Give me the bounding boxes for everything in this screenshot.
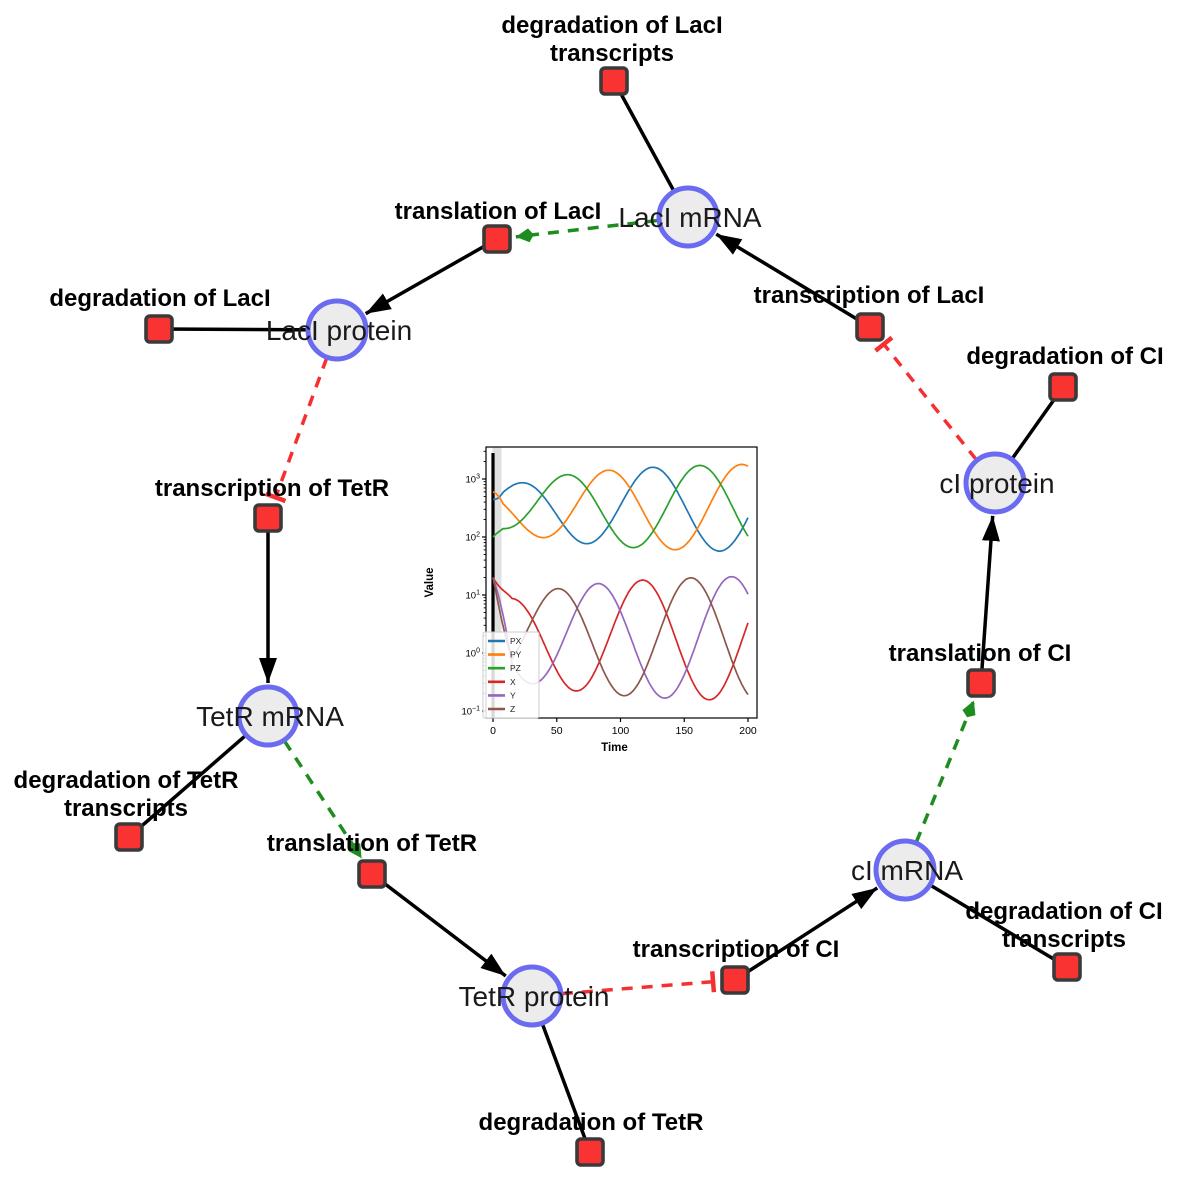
label-deg-tetr-transcripts-line1: degradation of TetR [14,767,239,794]
y-tick-label: 101 [466,590,481,602]
edge-catalysis-laci-mrna-translation-laci [515,218,659,243]
species-node-ci-mrna[interactable] [873,838,937,902]
x-tick-label: 100 [612,725,630,737]
label-laci-protein: LacI protein [266,315,412,346]
label-translation-laci: translation of LacI [395,198,602,225]
edge-production-translation-laci-laci-protein [364,244,486,316]
series-Z [492,576,749,697]
label-deg-laci-transcripts-line2: transcripts [550,40,674,67]
inset-chart: 0 50 100 150 200 103 102 101 100 10−1 Time Value PX P… [424,446,758,754]
legend-label-X: X [510,677,516,687]
edge-inhibition-laci-protein-transcription-tetr [264,357,329,504]
y-tick-label: 103 [466,474,481,486]
reaction-node-transcription-ci[interactable] [720,965,750,995]
edge-production-transcription-ci-ci-mrna [745,886,879,974]
label-deg-laci-transcripts-line1: degradation of LacI [501,12,722,39]
label-translation-ci: translation of CI [889,640,1072,667]
legend-label-PY: PY [510,650,522,660]
label-deg-tetr: degradation of TetR [479,1109,704,1136]
edge-production-translation-tetr-tetr-protein [382,881,507,978]
label-tetr-protein: TetR protein [459,981,610,1012]
legend-label-Z: Z [510,704,515,714]
edge-production-translation-ci-ci-protein [980,515,1000,670]
edge-catalysis-tetr-mrna-translation-tetr [283,740,364,860]
reaction-node-translation-ci[interactable] [966,668,996,698]
label-tetr-mrna: TetR mRNA [196,701,344,732]
label-transcription-tetr: transcription of TetR [155,475,389,502]
label-transcription-laci: transcription of LacI [754,282,985,309]
label-ci-protein: cI protein [939,468,1054,499]
reaction-node-deg-tetr-transcripts[interactable] [114,822,144,852]
label-translation-tetr: translation of TetR [267,830,477,857]
label-deg-ci-transcripts-line1: degradation of CI [965,898,1162,925]
species-node-tetr-protein[interactable] [500,964,564,1028]
reaction-node-deg-laci[interactable] [144,314,174,344]
y-tick-label: 100 [466,648,481,660]
reaction-node-deg-tetr[interactable] [575,1137,605,1167]
y-tick-label: 102 [466,532,481,544]
y-tick-label: 10−1 [461,706,480,718]
edge-production-transcription-laci-laci-mrna [715,232,859,322]
species-node-ci-protein[interactable] [963,451,1027,515]
reaction-node-deg-laci-transcripts[interactable] [599,66,629,96]
reaction-node-deg-ci-transcripts[interactable] [1052,952,1082,982]
chart-frame [485,446,758,719]
species-node-tetr-mrna[interactable] [236,684,300,748]
legend-label-PZ: PZ [510,663,521,673]
label-deg-ci: degradation of CI [966,343,1163,370]
x-axis-title: Time [601,742,628,754]
edge-catalysis-ci-mrna-translation-ci [914,699,976,843]
label-transcription-ci: transcription of CI [633,936,840,963]
edge-inhibition-tetr-protein-transcription-ci [561,971,717,996]
label-deg-laci: degradation of LacI [49,285,270,312]
reaction-node-deg-ci[interactable] [1048,372,1078,402]
x-tick-label: 50 [551,725,563,737]
x-tick-label: 0 [490,725,496,737]
label-ci-mrna: cI mRNA [851,855,963,886]
species-node-laci-protein[interactable] [305,298,369,362]
reaction-node-transcription-tetr[interactable] [253,503,283,533]
species-node-laci-mrna[interactable] [656,185,720,249]
reaction-node-transcription-laci[interactable] [855,312,885,342]
legend-label-Y: Y [510,690,516,700]
reaction-node-translation-tetr[interactable] [357,859,387,889]
y-axis-title: Value [424,567,436,597]
label-laci-mrna: LacI mRNA [618,202,761,233]
legend-label-PX: PX [510,636,522,646]
reaction-node-translation-laci[interactable] [482,224,512,254]
series-PX [492,466,749,552]
label-deg-ci-transcripts-line2: transcripts [1002,926,1126,953]
label-deg-tetr-transcripts-line2: transcripts [64,795,188,822]
series-PY [492,463,749,551]
series-PZ [492,464,749,549]
x-tick-label: 150 [675,725,693,737]
series-X [492,577,749,701]
edge-inhibition-ci-protein-transcription-laci [874,335,978,461]
x-tick-label: 200 [739,725,757,737]
